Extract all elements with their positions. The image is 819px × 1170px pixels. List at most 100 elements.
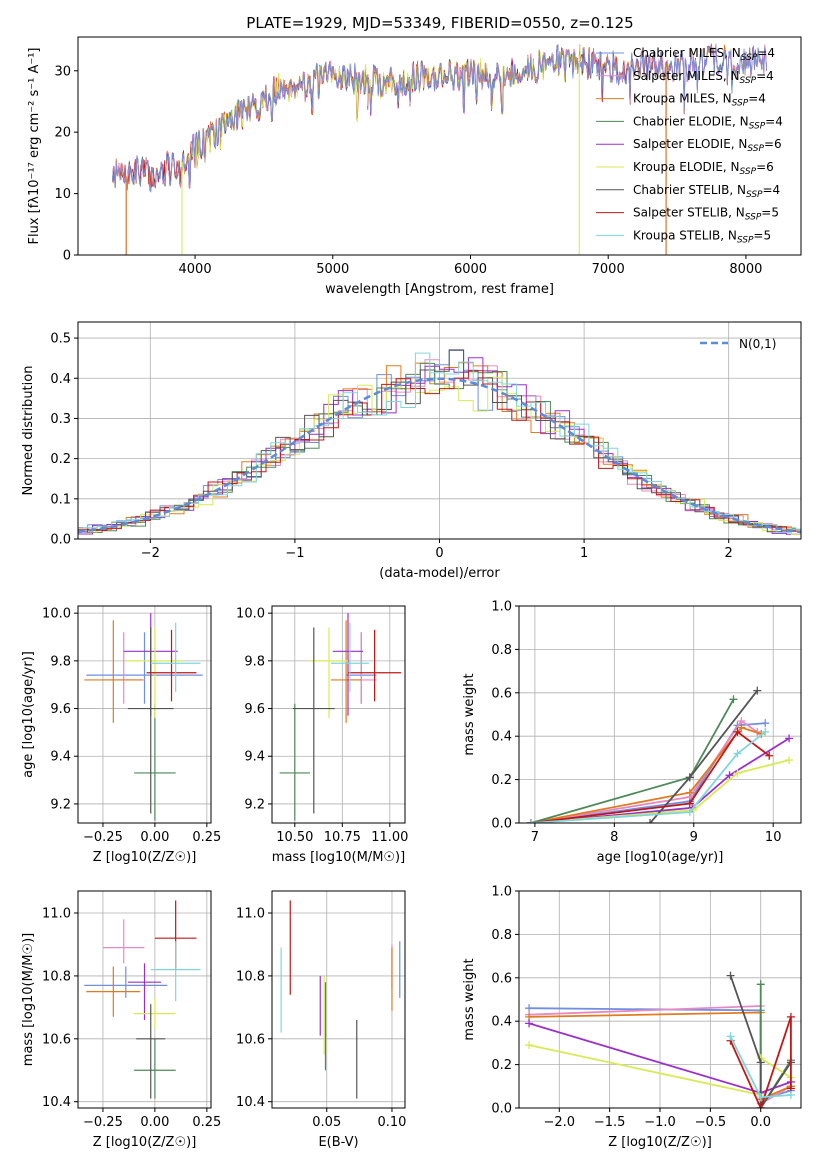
y-tick-label: 10.4 xyxy=(236,1095,265,1110)
y-tick-label: 0.0 xyxy=(491,1102,512,1117)
x-tick-label: −1 xyxy=(285,546,304,561)
y-tick-label: 10.0 xyxy=(42,607,71,622)
weight-marker xyxy=(753,686,762,695)
y-tick-label: 10.6 xyxy=(236,1032,265,1047)
y-tick-label: 1.0 xyxy=(491,885,512,900)
weight-marker xyxy=(726,971,735,980)
weight-line-7 xyxy=(530,730,770,823)
y-tick-label: 0.5 xyxy=(50,332,71,347)
spectrum-line-0 xyxy=(112,44,767,193)
x-tick-label: −0.25 xyxy=(83,1115,123,1130)
y-tick-label: 0.2 xyxy=(491,773,512,788)
weight-marker xyxy=(685,788,694,797)
weight-line-7 xyxy=(729,1016,792,1108)
x-tick-label: 8000 xyxy=(729,262,762,277)
plot-area xyxy=(84,613,203,821)
x-tick-label: 5000 xyxy=(316,262,349,277)
weight-line-6 xyxy=(729,975,792,1108)
x-axis-label: age [log10(age/yr)] xyxy=(597,850,724,865)
x-tick-label: 1 xyxy=(580,546,588,561)
y-tick-label: 0.8 xyxy=(491,928,512,943)
axes-frame xyxy=(77,890,212,1109)
y-tick-label: 0.0 xyxy=(491,817,512,832)
y-tick-label: 0.6 xyxy=(491,686,512,701)
y-tick-label: 0.3 xyxy=(50,412,71,427)
x-tick-label: −1.0 xyxy=(644,1115,676,1130)
y-tick-label: 0.8 xyxy=(491,643,512,658)
weight-marker xyxy=(525,1019,534,1028)
x-tick-label: −2.0 xyxy=(543,1115,575,1130)
panel-spectrum: 4000 5000 6000 7000 8000 0 10 20 30 wavelength [A… xyxy=(27,36,802,297)
y-tick-label: 9.2 xyxy=(50,797,71,812)
x-tick-label: 0.0 xyxy=(750,1115,771,1130)
axes-frame xyxy=(271,605,406,824)
x-axis-label: Z [log10(Z/Z☉)] xyxy=(93,850,197,865)
x-tick-label: 11.00 xyxy=(371,830,408,845)
axes-frame xyxy=(518,605,802,824)
legend-label: Salpeter ELODIE, NSSP=6 xyxy=(633,137,782,154)
panel-residuals: −2 −1 0 1 2 0.0 0.1 0.2 0.3 0.4 0.5 (data-model)/er… xyxy=(21,321,802,581)
x-tick-label: 0.00 xyxy=(140,1115,169,1130)
weight-marker xyxy=(785,734,794,743)
legend-label: Salpeter MILES, NSSP=4 xyxy=(633,69,774,86)
x-tick-label: 7 xyxy=(531,830,539,845)
x-axis-label: mass [log10(M/M☉)] xyxy=(272,850,405,865)
weight-marker xyxy=(756,1104,765,1108)
panel-mass-vs-ebv: 0.05 0.10 10.4 10.6 10.8 11.0 E(B-V) xyxy=(236,890,406,1150)
y-tick-label: 9.8 xyxy=(50,654,71,669)
weight-marker xyxy=(725,771,734,780)
y-tick-label: 30 xyxy=(54,64,71,79)
plot-area xyxy=(112,43,767,255)
plot-area xyxy=(84,900,201,1099)
y-axis-label: Flux [fλ10⁻¹⁷ erg cm⁻² s⁻¹ A⁻¹] xyxy=(27,48,42,245)
y-tick-label: 9.4 xyxy=(50,750,71,765)
plot-area xyxy=(526,686,794,823)
x-tick-label: 4000 xyxy=(179,262,212,277)
x-tick-label: −1.5 xyxy=(594,1115,626,1130)
y-tick-label: 10.0 xyxy=(236,607,265,622)
x-axis-label: wavelength [Angstrom, rest frame] xyxy=(325,282,554,297)
weight-line-8 xyxy=(530,731,766,823)
legend-label: Chabrier MILES, NSSP=4 xyxy=(633,46,775,63)
weight-marker xyxy=(733,749,742,758)
x-tick-label: 6000 xyxy=(454,262,487,277)
weight-marker xyxy=(733,769,742,778)
weight-marker xyxy=(765,751,774,760)
y-tick-label: 0 xyxy=(63,249,71,264)
y-tick-label: 9.6 xyxy=(50,702,71,717)
weight-marker xyxy=(761,727,770,736)
weight-marker xyxy=(756,1058,765,1067)
axes-frame xyxy=(77,605,212,824)
y-axis-label: mass weight xyxy=(462,673,477,755)
y-axis-label: mass [log10(M/M☉)] xyxy=(21,933,36,1066)
weight-marker xyxy=(526,819,535,823)
y-tick-label: 9.8 xyxy=(244,654,265,669)
weight-marker xyxy=(733,727,742,736)
legend-label: Salpeter STELIB, NSSP=5 xyxy=(633,206,779,223)
weight-marker xyxy=(756,980,765,989)
x-tick-label: 10 xyxy=(765,830,782,845)
x-tick-label: −2 xyxy=(141,546,160,561)
weight-marker xyxy=(761,719,770,728)
plot-area xyxy=(525,971,795,1108)
histogram-5 xyxy=(82,376,801,535)
legend-label: Kroupa MILES, NSSP=4 xyxy=(633,92,766,109)
x-tick-label: 0.25 xyxy=(192,1115,221,1130)
panel-mass-vs-Z: −0.25 0.00 0.25 10.4 10.6 10.8 11.0 Z [log10(Z/… xyxy=(21,890,221,1150)
weight-marker xyxy=(786,1012,795,1021)
x-tick-label: 9 xyxy=(690,830,698,845)
weight-line-5 xyxy=(530,759,790,823)
panel-weight-vs-age: 7 8 9 10 0.0 0.2 0.4 0.6 0.8 1.0 age [log10(age/yr… xyxy=(462,600,802,865)
axes-frame xyxy=(77,321,802,540)
y-tick-label: 11.0 xyxy=(236,907,265,922)
weight-marker xyxy=(729,695,738,704)
y-tick-label: 11.0 xyxy=(42,907,71,922)
axes-frame xyxy=(271,890,406,1109)
y-tick-label: 9.6 xyxy=(244,702,265,717)
weight-marker xyxy=(726,1032,735,1041)
y-tick-label: 1.0 xyxy=(491,600,512,615)
y-tick-label: 0.2 xyxy=(50,452,71,467)
weight-marker xyxy=(646,819,655,823)
